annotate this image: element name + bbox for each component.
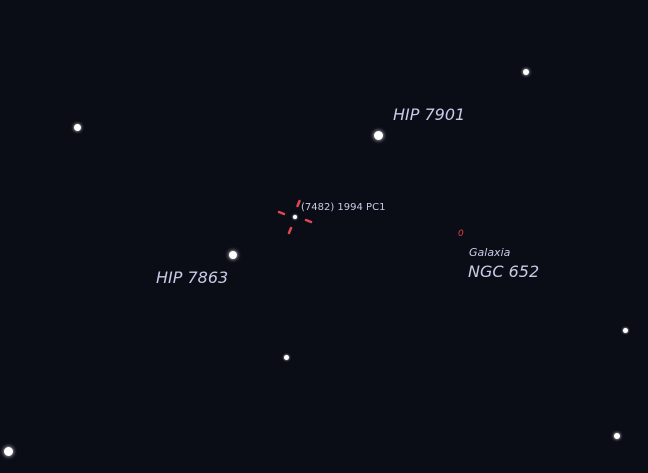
label-hip-7863: HIP 7863 <box>156 268 228 287</box>
label-asteroid: (7482) 1994 PC1 <box>301 202 385 213</box>
label-galaxy-name: NGC 652 <box>468 262 539 281</box>
galaxy-marker-icon[interactable]: 0 <box>458 229 464 239</box>
label-hip-7901: HIP 7901 <box>393 105 465 124</box>
label-galaxy-kind: Galaxia <box>469 246 510 259</box>
